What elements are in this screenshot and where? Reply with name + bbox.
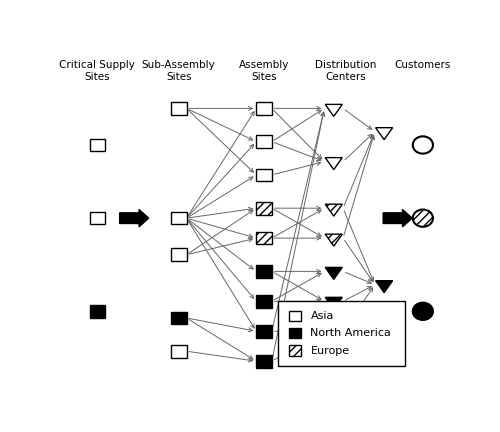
Polygon shape [325, 297, 342, 309]
Text: Europe: Europe [310, 346, 350, 356]
Bar [256, 202, 272, 215]
Polygon shape [325, 327, 342, 339]
Bar [256, 295, 272, 308]
Text: Distribution
Centers: Distribution Centers [314, 60, 376, 82]
Text: Assembly
Sites: Assembly Sites [239, 60, 289, 82]
Text: North America: North America [310, 328, 392, 338]
Polygon shape [325, 105, 342, 116]
Polygon shape [325, 267, 342, 280]
Bar [256, 135, 272, 148]
Bar [171, 345, 186, 358]
Bar [90, 305, 105, 318]
Text: Critical Supply
Sites: Critical Supply Sites [60, 60, 136, 82]
Bar [256, 232, 272, 245]
Circle shape [413, 210, 433, 227]
Text: Customers: Customers [394, 60, 451, 70]
Polygon shape [376, 281, 392, 292]
Circle shape [413, 303, 433, 320]
Bar [90, 212, 105, 225]
Bar [256, 168, 272, 181]
Bar [289, 328, 301, 338]
Bar [289, 346, 301, 356]
Polygon shape [325, 234, 342, 246]
Bar [256, 355, 272, 368]
Bar [289, 311, 301, 321]
Circle shape [413, 137, 433, 154]
Polygon shape [325, 204, 342, 216]
Bar [256, 325, 272, 337]
FancyArrow shape [383, 210, 412, 227]
Text: Sub-Assembly
Sites: Sub-Assembly Sites [142, 60, 216, 82]
Bar [256, 102, 272, 115]
Polygon shape [376, 128, 392, 140]
Bar [171, 311, 186, 324]
Bar [90, 139, 105, 151]
Bar [171, 248, 186, 261]
Bar [256, 265, 272, 278]
Bar [171, 102, 186, 115]
Bar [171, 212, 186, 225]
Polygon shape [325, 158, 342, 170]
Bar [278, 302, 406, 366]
Text: Asia: Asia [310, 311, 334, 321]
FancyArrow shape [120, 210, 148, 227]
